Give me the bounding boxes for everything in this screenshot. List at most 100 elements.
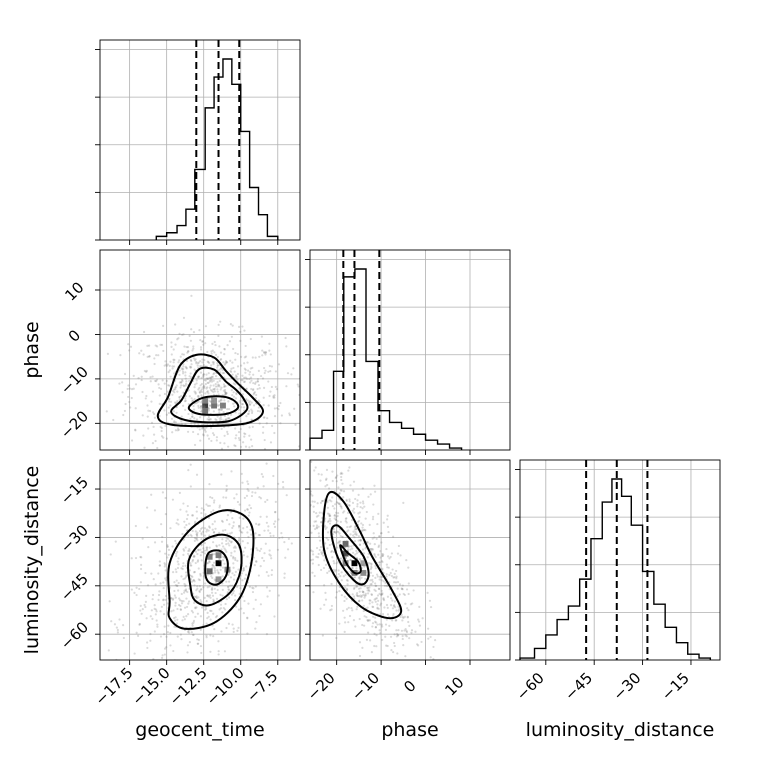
sample-point: [200, 390, 203, 394]
sample-point: [155, 345, 159, 348]
sample-point: [359, 538, 362, 542]
sample-point: [242, 453, 244, 455]
sample-point: [376, 603, 379, 606]
sample-point: [258, 549, 261, 553]
sample-point: [171, 389, 175, 393]
sample-point: [214, 382, 217, 386]
sample-point: [189, 358, 192, 362]
sample-point: [178, 332, 181, 335]
sample-point: [327, 538, 330, 541]
sample-point: [123, 372, 127, 376]
sample-point: [324, 563, 328, 566]
sample-point: [402, 644, 405, 647]
sample-point: [119, 354, 122, 357]
sample-point: [349, 525, 353, 528]
sample-point: [389, 604, 393, 607]
sample-point: [209, 404, 212, 407]
sample-point: [223, 399, 226, 402]
sample-point: [238, 526, 241, 529]
sample-point: [178, 381, 181, 384]
sample-point: [147, 427, 150, 430]
sample-point: [222, 404, 225, 407]
sample-point: [267, 529, 270, 532]
sample-point: [293, 470, 295, 472]
sample-point: [225, 537, 228, 540]
sample-point: [248, 504, 251, 507]
sample-point: [158, 386, 161, 390]
sample-point: [176, 399, 179, 403]
sample-point: [249, 403, 252, 406]
sample-point: [381, 552, 384, 556]
sample-point: [216, 588, 219, 592]
sample-point: [214, 353, 218, 356]
sample-point: [385, 584, 388, 587]
sample-point: [198, 390, 201, 394]
sample-point: [334, 596, 337, 599]
sample-point: [393, 641, 396, 645]
sample-point: [326, 547, 329, 550]
sample-point: [242, 554, 246, 557]
x-tick-label: −30: [609, 669, 644, 704]
sample-point: [361, 487, 364, 490]
sample-point: [365, 510, 368, 514]
sample-point: [223, 384, 226, 388]
sample-point: [246, 616, 249, 619]
sample-point: [169, 360, 172, 363]
sample-point: [232, 589, 235, 593]
sample-point: [204, 325, 208, 328]
sample-point: [177, 337, 180, 340]
sample-point: [362, 591, 365, 594]
sample-point: [207, 418, 211, 421]
sample-point: [313, 520, 316, 523]
sample-point: [238, 516, 241, 519]
sample-point: [418, 624, 422, 627]
sample-point: [287, 503, 289, 505]
sample-point: [210, 352, 213, 355]
sample-point: [212, 509, 215, 512]
sample-point: [200, 365, 203, 368]
sample-point: [272, 534, 275, 537]
sample-point: [220, 399, 223, 402]
sample-point: [328, 514, 331, 517]
sample-point: [202, 375, 205, 378]
sample-point: [274, 385, 277, 388]
sample-point: [232, 562, 235, 565]
sample-point: [158, 394, 161, 397]
sample-point: [201, 551, 205, 554]
sample-point: [346, 554, 349, 557]
sample-point: [247, 401, 251, 404]
sample-point: [227, 573, 230, 577]
sample-point: [328, 375, 330, 377]
sample-point: [262, 559, 266, 562]
sample-point: [202, 374, 205, 377]
sample-point: [360, 522, 363, 525]
sample-point: [176, 429, 179, 432]
sample-point: [180, 592, 183, 596]
sample-point: [360, 595, 363, 599]
sample-point: [322, 566, 326, 570]
sample-point: [168, 486, 170, 488]
sample-point: [196, 559, 200, 562]
sample-point: [335, 522, 338, 525]
sample-point: [157, 593, 161, 597]
sample-point: [214, 591, 217, 595]
sample-point: [227, 596, 231, 599]
sample-point: [277, 518, 280, 521]
sample-point: [400, 629, 404, 632]
sample-point: [235, 493, 238, 496]
sample-point: [225, 489, 228, 493]
sample-point: [232, 578, 236, 581]
sample-point: [383, 606, 386, 609]
sample-point: [376, 522, 379, 526]
sample-point: [172, 609, 175, 612]
sample-point: [362, 542, 365, 545]
sample-point: [182, 562, 185, 565]
sample-point: [210, 591, 214, 594]
sample-point: [175, 570, 178, 574]
sample-point: [181, 404, 185, 407]
sample-point: [346, 579, 349, 582]
sample-point: [311, 558, 315, 561]
contour-level-1: [187, 395, 240, 416]
sample-point: [246, 555, 249, 558]
sample-point: [224, 496, 228, 499]
